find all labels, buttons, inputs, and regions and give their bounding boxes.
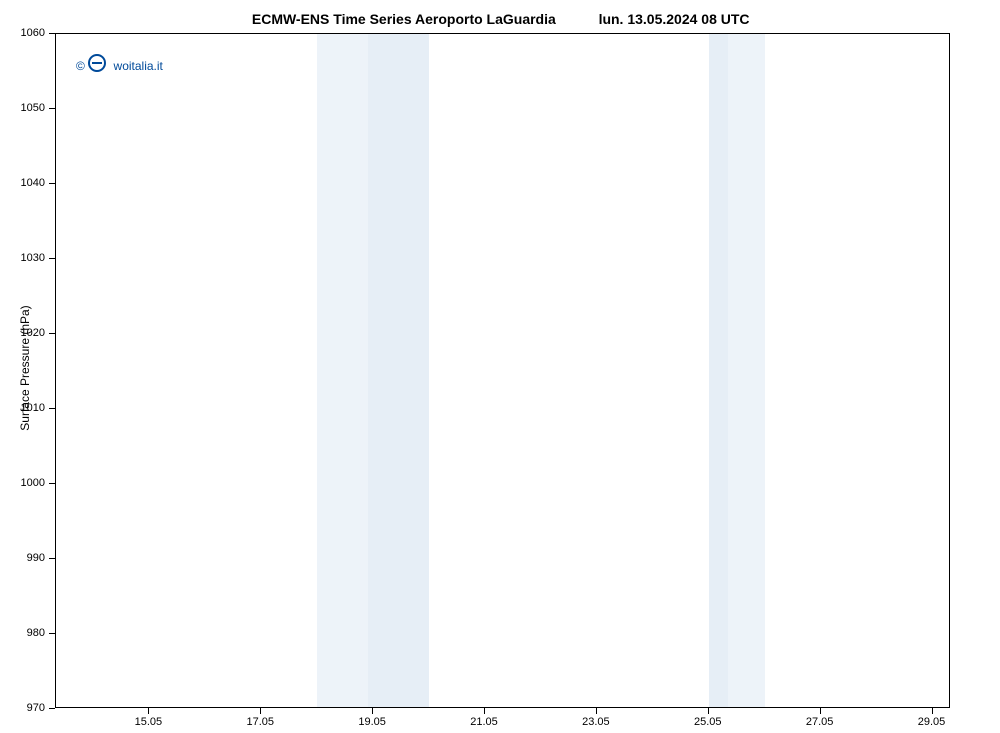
x-tick-label: 17.05	[247, 716, 275, 728]
y-tick-mark	[49, 708, 55, 709]
y-tick-label: 1060	[21, 27, 45, 39]
y-tick-label: 1050	[21, 102, 45, 114]
y-tick-mark	[49, 483, 55, 484]
y-tick-label: 1030	[21, 252, 45, 264]
y-tick-mark	[49, 108, 55, 109]
shaded-band	[368, 34, 430, 707]
x-tick-label: 19.05	[358, 716, 386, 728]
watermark-text: woitalia.it	[114, 59, 163, 73]
x-tick-label: 25.05	[694, 716, 722, 728]
x-tick-mark	[484, 708, 485, 714]
x-tick-mark	[372, 708, 373, 714]
y-tick-label: 970	[27, 702, 45, 714]
shaded-band	[728, 34, 764, 707]
x-tick-mark	[148, 708, 149, 714]
x-tick-label: 29.05	[918, 716, 946, 728]
y-tick-label: 990	[27, 552, 45, 564]
copyright-symbol: ©	[76, 59, 85, 73]
globe-line	[92, 62, 102, 64]
y-tick-mark	[49, 183, 55, 184]
y-tick-label: 1000	[21, 477, 45, 489]
x-tick-mark	[708, 708, 709, 714]
y-tick-label: 1040	[21, 177, 45, 189]
y-tick-mark	[49, 633, 55, 634]
x-tick-label: 23.05	[582, 716, 610, 728]
y-tick-label: 980	[27, 627, 45, 639]
x-tick-mark	[260, 708, 261, 714]
y-tick-label: 1020	[21, 327, 45, 339]
shaded-band	[709, 34, 729, 707]
x-tick-label: 15.05	[135, 716, 163, 728]
x-tick-mark	[932, 708, 933, 714]
chart-container: ECMW-ENS Time Series Aeroporto LaGuardia…	[0, 0, 1000, 733]
y-axis-label: Surface Pressure (hPa)	[18, 288, 32, 448]
x-tick-mark	[820, 708, 821, 714]
y-tick-mark	[49, 33, 55, 34]
x-tick-label: 27.05	[806, 716, 834, 728]
globe-icon	[88, 54, 106, 72]
y-tick-mark	[49, 333, 55, 334]
y-tick-mark	[49, 558, 55, 559]
watermark: © woitalia.it	[76, 52, 163, 73]
shaded-band	[317, 34, 367, 707]
x-tick-mark	[596, 708, 597, 714]
plot-area: © woitalia.it	[55, 33, 950, 708]
chart-title: ECMW-ENS Time Series Aeroporto LaGuardia…	[252, 11, 750, 27]
x-tick-label: 21.05	[470, 716, 498, 728]
y-tick-mark	[49, 258, 55, 259]
y-tick-mark	[49, 408, 55, 409]
y-tick-label: 1010	[21, 402, 45, 414]
